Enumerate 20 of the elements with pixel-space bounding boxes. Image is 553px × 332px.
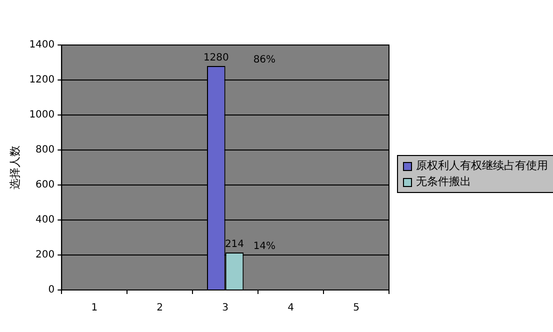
y-axis-title: 选择人数 <box>8 146 22 190</box>
y-tick-label: 1400 <box>29 40 55 51</box>
legend-label: 原权利人有权继续占有使用 <box>416 158 548 174</box>
annotation: 86% <box>253 54 276 66</box>
x-tick-label: 2 <box>156 302 164 314</box>
x-tick-label: 4 <box>288 302 294 314</box>
y-tick-label: 200 <box>36 250 55 261</box>
data-label: 1280 <box>203 52 229 64</box>
y-tick-label: 1000 <box>29 110 55 121</box>
y-tick-label: 600 <box>36 180 55 191</box>
y-tick-label: 800 <box>36 144 55 156</box>
annotation: 14% <box>253 241 276 252</box>
x-tick-label: 3 <box>222 302 229 314</box>
x-tick-label: 1 <box>91 302 98 314</box>
y-tick-label: 400 <box>36 214 55 226</box>
legend-label: 无条件搬出 <box>416 174 471 190</box>
x-tick-label: 5 <box>353 302 360 314</box>
data-label: 214 <box>224 239 244 250</box>
y-tick-label: 0 <box>48 284 55 296</box>
y-tick-label: 1200 <box>29 74 55 86</box>
